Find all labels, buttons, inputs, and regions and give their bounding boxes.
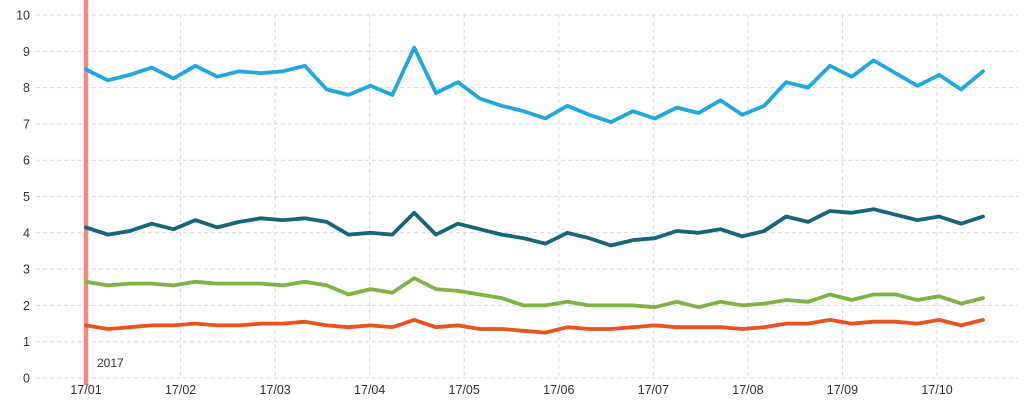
series-1-sky-blue-line <box>84 45 985 124</box>
x-tick-label: 17/10 <box>921 383 952 397</box>
x-tick-label: 17/07 <box>638 383 669 397</box>
y-tick-label: 7 <box>23 117 30 131</box>
x-tick-label: 17/09 <box>827 383 858 397</box>
year-label: 2017 <box>97 356 124 370</box>
y-tick-label: 4 <box>23 226 30 240</box>
y-tick-label: 0 <box>23 372 30 386</box>
y-tick-label: 6 <box>23 154 30 168</box>
y-tick-label: 8 <box>23 81 30 95</box>
y-tick-label: 5 <box>23 190 30 204</box>
year-annotation: 2017 <box>83 0 124 385</box>
series-4-orange-line <box>84 317 985 335</box>
x-tick-label: 17/02 <box>165 383 196 397</box>
x-tick-label: 17/06 <box>543 383 574 397</box>
x-tick-label: 17/05 <box>449 383 480 397</box>
series-3-green-line <box>84 276 985 310</box>
x-tick-label: 17/04 <box>354 383 385 397</box>
gridlines <box>36 14 1018 379</box>
y-tick-label: 10 <box>16 9 30 23</box>
x-tick-label: 17/03 <box>259 383 290 397</box>
y-tick-label: 3 <box>23 263 30 277</box>
x-axis-labels: 17/01 17/02 17/03 17/04 17/05 17/06 17/07 17/08… <box>70 383 952 397</box>
x-tick-label: 17/08 <box>732 383 763 397</box>
y-tick-label: 2 <box>23 299 30 313</box>
y-tick-label: 9 <box>23 45 30 59</box>
data-series <box>84 45 985 335</box>
x-tick-label: 17/01 <box>70 383 101 397</box>
y-tick-label: 1 <box>23 335 30 349</box>
y-axis-labels: 0 1 2 3 4 5 6 7 8 9 10 <box>16 9 30 386</box>
series-2-dark-teal-line <box>84 207 985 248</box>
